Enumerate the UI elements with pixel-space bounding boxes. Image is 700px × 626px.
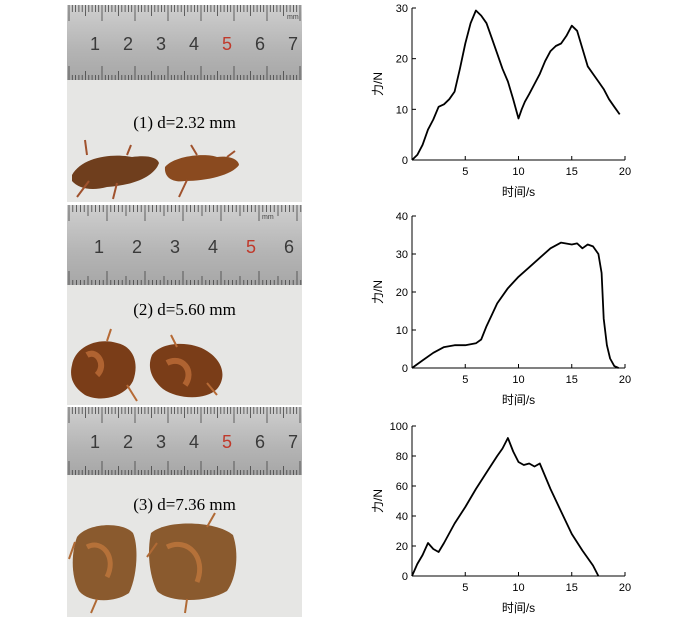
ruler-label: 4 xyxy=(208,237,218,257)
force-series-line xyxy=(411,437,600,577)
sample-photo-3: 1 2 3 4 5 6 7 (3) d=7.36 mm xyxy=(67,407,302,617)
x-tick-label: 5 xyxy=(462,582,468,594)
x-tick-label: 5 xyxy=(462,374,468,386)
ruler-label: 6 xyxy=(255,432,265,452)
x-tick-label: 5 xyxy=(462,166,468,178)
y-tick-label: 10 xyxy=(396,104,408,116)
root-sample-3 xyxy=(68,512,237,614)
y-tick-label: 0 xyxy=(402,363,408,375)
force-time-chart-1: 0 10 20 30 5 10 15 20 时间/s 力/N xyxy=(360,0,660,205)
root-sample-1 xyxy=(72,139,239,200)
x-tick-label: 15 xyxy=(566,374,578,386)
sample-photo-2: 1 2 3 4 5 6 mm (2) d=5.60 mm xyxy=(67,205,302,405)
ruler-label: 7 xyxy=(288,432,298,452)
x-tick-label: 20 xyxy=(619,374,631,386)
force-series-line xyxy=(411,241,619,369)
sample-caption-2: (2) d=5.60 mm xyxy=(133,300,236,319)
y-tick-label: 20 xyxy=(396,54,408,66)
ruler-unit: mm xyxy=(287,14,299,21)
ruler-label: 2 xyxy=(132,237,142,257)
ruler-label: 2 xyxy=(123,432,133,452)
y-tick-label: 0 xyxy=(402,155,408,167)
photo-column: 1 2 3 4 5 6 7 mm (1) d=2.32 mm 1 2 3 4 5 6 mm (2) d=5… xyxy=(67,5,302,617)
y-tick-label: 80 xyxy=(396,451,408,463)
chart-svg-1: 0 10 20 30 5 10 15 20 时间/s 力/N xyxy=(371,3,631,199)
sample-caption-3: (3) d=7.36 mm xyxy=(133,495,236,514)
sample-photo-1: 1 2 3 4 5 6 7 mm (1) d=2.32 mm xyxy=(67,5,302,202)
ruler-label: 5 xyxy=(222,34,232,54)
x-axis-label: 时间/s xyxy=(502,185,535,199)
x-tick-label: 10 xyxy=(512,582,524,594)
y-tick-label: 30 xyxy=(396,3,408,15)
ruler-label: 5 xyxy=(246,237,256,257)
ruler-unit: mm xyxy=(262,214,274,221)
sample-caption-1: (1) d=2.32 mm xyxy=(133,113,236,132)
ruler-label: 4 xyxy=(189,432,199,452)
ruler-label: 5 xyxy=(222,432,232,452)
x-tick-label: 20 xyxy=(619,582,631,594)
y-tick-label: 20 xyxy=(396,541,408,553)
ruler-label: 1 xyxy=(94,237,104,257)
y-tick-label: 60 xyxy=(396,481,408,493)
ruler-scale-1: 1 2 3 4 5 6 7 mm xyxy=(68,5,301,80)
y-tick-label: 0 xyxy=(402,571,408,583)
y-tick-label: 20 xyxy=(396,287,408,299)
y-axis-label: 力/N xyxy=(371,489,385,513)
ruler-scale-3: 1 2 3 4 5 6 7 xyxy=(68,407,301,475)
root-sample-2 xyxy=(71,328,223,402)
y-axis-label: 力/N xyxy=(371,280,385,304)
y-tick-label: 10 xyxy=(396,325,408,337)
y-tick-label: 30 xyxy=(396,249,408,261)
ruler-label: 4 xyxy=(189,34,199,54)
ruler-label: 6 xyxy=(284,237,294,257)
ruler-3: 1 2 3 4 5 6 7 xyxy=(67,407,302,475)
ruler-label: 7 xyxy=(288,34,298,54)
ruler-label: 3 xyxy=(156,432,166,452)
x-tick-label: 15 xyxy=(566,166,578,178)
y-axis-label: 力/N xyxy=(371,72,385,96)
ruler-label: 3 xyxy=(170,237,180,257)
force-time-chart-3: 0 20 40 60 80 100 5 10 15 20 时间/s 力/N xyxy=(360,418,660,621)
ruler-label: 1 xyxy=(90,432,100,452)
chart-svg-3: 0 20 40 60 80 100 5 10 15 20 时间/s 力/N xyxy=(371,421,631,615)
ruler-scale-2: 1 2 3 4 5 6 mm xyxy=(68,205,302,285)
y-tick-label: 100 xyxy=(390,421,408,433)
x-axis-label: 时间/s xyxy=(502,393,535,407)
ruler-label: 2 xyxy=(123,34,133,54)
x-axis-label: 时间/s xyxy=(502,601,535,615)
y-tick-label: 40 xyxy=(396,211,408,223)
x-tick-label: 20 xyxy=(619,166,631,178)
ruler-label: 3 xyxy=(156,34,166,54)
x-tick-label: 10 xyxy=(512,374,524,386)
force-time-chart-2: 0 10 20 30 40 5 10 15 20 时间/s 力/N xyxy=(360,208,660,413)
force-series-line xyxy=(411,9,621,161)
ruler-label: 1 xyxy=(90,34,100,54)
x-tick-label: 15 xyxy=(566,582,578,594)
x-tick-label: 10 xyxy=(512,166,524,178)
ruler-1: 1 2 3 4 5 6 7 mm xyxy=(67,5,302,80)
chart-svg-2: 0 10 20 30 40 5 10 15 20 时间/s 力/N xyxy=(371,211,631,407)
y-tick-label: 40 xyxy=(396,511,408,523)
ruler-label: 6 xyxy=(255,34,265,54)
ruler-2: 1 2 3 4 5 6 mm xyxy=(67,205,302,285)
